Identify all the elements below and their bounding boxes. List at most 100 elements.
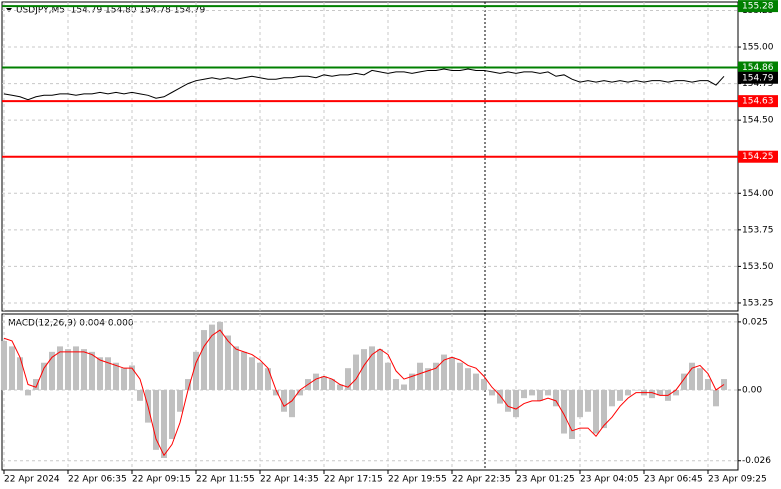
y-tick-label: 153.50 <box>742 262 774 272</box>
histogram-bar <box>297 389 303 396</box>
histogram-bar <box>257 362 263 390</box>
signal-line <box>3 329 725 457</box>
y-tick-label: 153.25 <box>742 298 774 308</box>
histogram-bar <box>633 389 639 391</box>
y-tick-label: 154.50 <box>742 116 774 126</box>
x-tick-label: 22 Apr 2024 <box>4 475 60 485</box>
histogram-bar <box>465 368 471 390</box>
histogram-bar <box>697 368 703 390</box>
histogram-bar <box>689 362 695 390</box>
histogram-bar <box>553 389 559 407</box>
x-tick-label: 22 Apr 22:35 <box>452 475 511 485</box>
histogram-bar <box>217 321 223 390</box>
last-price-label: 154.79 <box>742 73 774 83</box>
histogram-bar <box>129 365 135 390</box>
histogram-bar <box>377 349 383 390</box>
level-label-box <box>738 150 778 163</box>
histogram-bar <box>249 357 255 390</box>
histogram-bar <box>593 389 599 434</box>
x-tick-label: 22 Apr 11:55 <box>196 475 255 485</box>
histogram-bar <box>113 362 119 390</box>
histogram-bar <box>265 368 271 390</box>
x-tick-label: 23 Apr 06:45 <box>644 475 703 485</box>
histogram-bar <box>713 389 719 407</box>
histogram-bar <box>1 340 7 390</box>
histogram-bar <box>497 389 503 404</box>
x-tick-label: 22 Apr 09:15 <box>132 475 191 485</box>
histogram-bar <box>241 351 247 390</box>
x-tick-label: 22 Apr 19:55 <box>388 475 447 485</box>
histogram-bar <box>673 389 679 396</box>
x-tick-label: 23 Apr 09:25 <box>708 475 767 485</box>
histogram-bar <box>561 389 567 434</box>
histogram-bar <box>121 368 127 390</box>
level-label: 154.86 <box>742 63 774 73</box>
macd-panel <box>1 313 739 471</box>
histogram-bar <box>73 346 79 390</box>
histogram-bar <box>41 362 47 390</box>
histogram-bar <box>89 351 95 390</box>
level-label-box <box>738 0 778 13</box>
histogram-bar <box>473 373 479 390</box>
histogram-bar <box>441 354 447 390</box>
histogram-bar <box>449 357 455 390</box>
x-tick-label: 22 Apr 06:35 <box>68 475 127 485</box>
histogram-bar <box>649 389 655 399</box>
x-tick-label: 23 Apr 04:05 <box>580 475 639 485</box>
histogram-bar <box>481 379 487 390</box>
histogram-bar <box>17 357 23 390</box>
histogram-bar <box>361 349 367 390</box>
histogram-bar <box>601 389 607 429</box>
histogram-bar <box>137 389 143 401</box>
histogram-bar <box>33 379 39 390</box>
y-tick-label: 154.00 <box>742 189 774 199</box>
histogram-bar <box>105 357 111 390</box>
histogram-bar <box>625 389 631 396</box>
histogram-bar <box>49 351 55 390</box>
histogram-bar <box>65 349 71 390</box>
histogram-bar <box>233 346 239 390</box>
y-tick-label: 155.00 <box>742 43 774 53</box>
y-tick-label: 0.00 <box>742 385 762 395</box>
x-tick-label: 23 Apr 01:25 <box>516 475 575 485</box>
histogram-bar <box>417 362 423 390</box>
histogram-bar <box>385 362 391 390</box>
histogram-bar <box>705 379 711 390</box>
histogram-bar <box>161 389 167 459</box>
x-tick-label: 22 Apr 14:35 <box>260 475 319 485</box>
histogram-bar <box>289 389 295 418</box>
histogram-bar <box>401 384 407 390</box>
histogram-bar <box>489 389 495 396</box>
histogram-bar <box>457 362 463 390</box>
histogram-bar <box>209 324 215 390</box>
histogram-bar <box>57 346 63 390</box>
histogram-bar <box>393 379 399 390</box>
histogram-bar <box>281 389 287 412</box>
histogram-bar <box>9 346 15 390</box>
level-label: 154.63 <box>742 97 774 107</box>
histogram-bar <box>585 389 591 412</box>
histogram-bar <box>681 373 687 390</box>
histogram-bar <box>81 349 87 390</box>
histogram-bar <box>273 389 279 396</box>
y-tick-label: -0.026 <box>742 456 771 466</box>
histogram-bar <box>657 389 663 396</box>
histogram-bar <box>97 357 103 390</box>
level-label: 154.25 <box>742 152 774 162</box>
histogram-bar <box>433 362 439 390</box>
histogram-bar <box>425 368 431 390</box>
histogram-bar <box>313 373 319 390</box>
histogram-bar <box>353 354 359 390</box>
histogram-bar <box>345 368 351 390</box>
histogram-bar <box>409 373 415 390</box>
last-price-box <box>738 71 778 84</box>
y-tick-label: 153.75 <box>742 225 774 235</box>
macd-title: MACD(12,26,9) 0.004 0.000 <box>8 319 134 329</box>
histogram-bar <box>617 389 623 401</box>
histogram-bar <box>537 389 543 401</box>
histogram-bar <box>513 389 519 418</box>
histogram-bar <box>369 346 375 390</box>
histogram-bar <box>329 379 335 390</box>
